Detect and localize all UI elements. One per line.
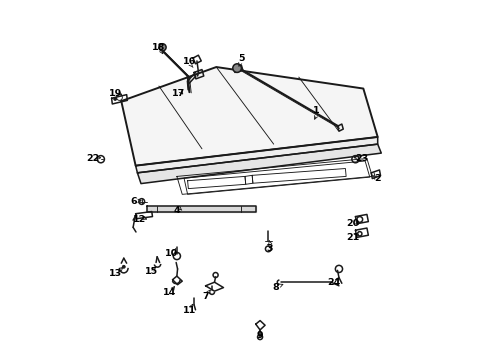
Text: 5: 5 [238,54,245,63]
Polygon shape [136,137,378,173]
Text: 9: 9 [256,332,263,341]
Text: 24: 24 [327,278,341,287]
Text: 13: 13 [109,269,122,278]
Text: 2: 2 [374,174,381,183]
Polygon shape [147,206,256,212]
Text: 22: 22 [86,154,99,163]
Text: 8: 8 [272,283,279,292]
Text: 3: 3 [267,244,273,253]
Text: 20: 20 [346,219,359,228]
Text: 10: 10 [165,249,178,258]
Text: 17: 17 [172,89,185,98]
Circle shape [114,98,117,100]
Text: 15: 15 [145,267,158,276]
Text: 7: 7 [202,292,209,301]
Circle shape [159,44,166,51]
Text: 4: 4 [173,206,180,215]
Text: 21: 21 [346,233,359,242]
Text: 19: 19 [109,89,122,98]
Polygon shape [137,144,381,184]
Text: 23: 23 [355,154,368,163]
Text: 14: 14 [163,288,176,297]
Text: 1: 1 [314,105,320,114]
Text: 18: 18 [151,43,165,52]
Text: 11: 11 [183,306,196,315]
Text: 16: 16 [183,57,196,66]
Circle shape [122,265,125,268]
Text: 6: 6 [130,197,137,206]
Text: 12: 12 [133,215,146,224]
Circle shape [233,64,242,72]
Polygon shape [122,67,378,166]
